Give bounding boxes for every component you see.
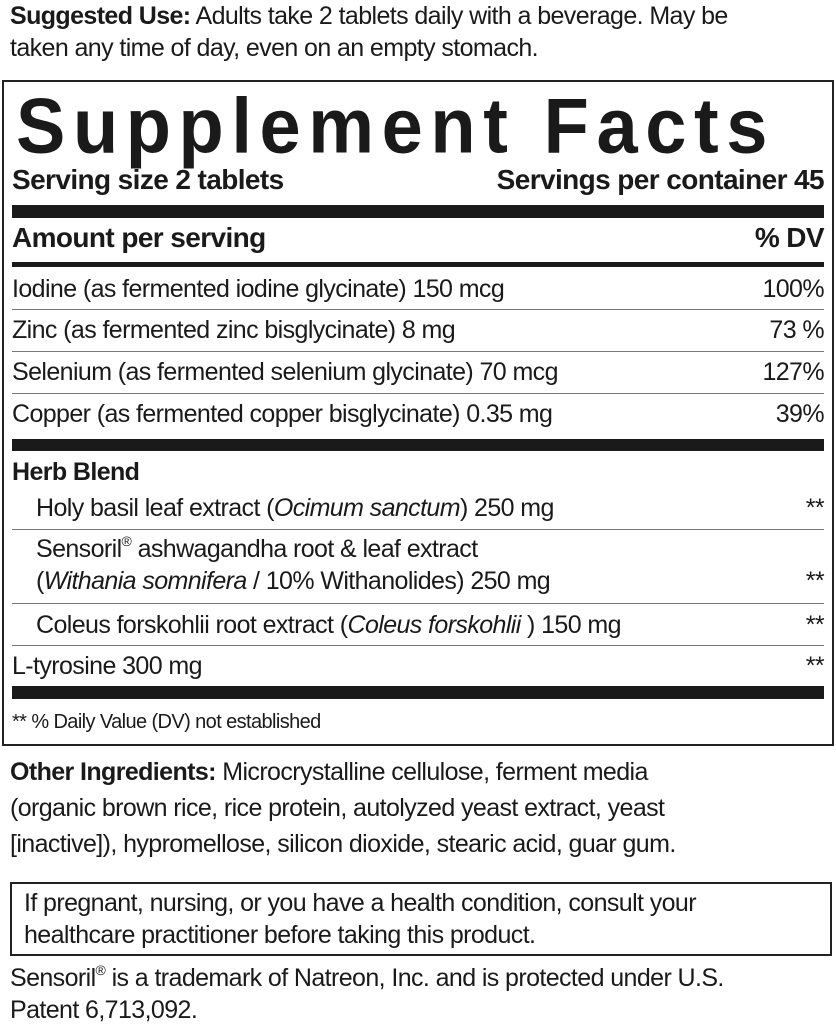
herb-row-cont: (Withania somnifera / 10% Withanolides) … — [12, 565, 825, 597]
text: is a trademark of Natreon, Inc. and is p… — [105, 964, 725, 992]
suggested-use-text: Adults take 2 tablets daily with a bever… — [190, 2, 728, 30]
herb-blend-heading: Herb Blend — [12, 456, 824, 488]
warning-text-2: healthcare practitioner before taking th… — [24, 921, 536, 949]
herb-dv: ** — [805, 611, 825, 639]
nutrient-row: Zinc (as fermented zinc bisglycinate) 8 … — [12, 314, 825, 346]
herb-blend-label: Herb Blend — [12, 458, 140, 486]
text: Holy basil leaf extract ( — [36, 494, 274, 522]
nutrient-dv: 39% — [775, 400, 825, 428]
divider-thick — [12, 686, 824, 699]
nutrient-row: Iodine (as fermented iodine glycinate) 1… — [12, 273, 825, 305]
herb-row: Sensoril® ashwagandha root & leaf extrac… — [12, 533, 824, 565]
divider — [12, 309, 824, 310]
suggested-use-text-2: taken any time of day, even on an empty … — [10, 34, 539, 62]
amount-header: Amount per serving — [12, 222, 266, 253]
latin-name: Ocimum sanctum — [273, 494, 461, 522]
text: ) 250 mg — [459, 494, 554, 522]
footnote-text: ** % Daily Value (DV) not established — [12, 711, 321, 733]
herb-name: (Withania somnifera / 10% Withanolides) … — [12, 565, 551, 597]
divider-medium — [12, 262, 824, 267]
herb-name: Sensoril® ashwagandha root & leaf extrac… — [12, 533, 478, 565]
text: Patent 6,713,092. — [10, 996, 198, 1024]
nutrient-row: Copper (as fermented copper bisglycinate… — [12, 398, 825, 430]
suggested-use-label: Suggested Use: — [10, 2, 191, 30]
herb-row: Holy basil leaf extract (Ocimum sanctum)… — [12, 492, 825, 524]
text: Sensoril — [36, 535, 122, 563]
footnote: ** % Daily Value (DV) not established — [12, 706, 824, 738]
text: Coleus forskohlii root extract ( — [36, 611, 348, 639]
header-row: Amount per serving % DV — [12, 222, 825, 254]
nutrient-name: Iodine (as fermented iodine glycinate) 1… — [12, 275, 505, 303]
panel-title: Supplement Facts — [16, 81, 775, 170]
divider — [12, 393, 824, 394]
ingredient-name: L-tyrosine 300 mg — [12, 652, 203, 680]
text: ) 150 mg — [520, 611, 621, 639]
servings-per-container: Servings per container 45 — [496, 164, 825, 195]
text: / 10% Withanolides) 250 mg — [246, 567, 551, 595]
herb-name: Holy basil leaf extract (Ocimum sanctum)… — [12, 492, 554, 524]
text: ashwagandha root & leaf extract — [131, 535, 479, 563]
suggested-use: Suggested Use: Adults take 2 tablets dai… — [10, 0, 830, 64]
text: Sensoril — [10, 964, 96, 992]
other-ingredients: Other Ingredients: Microcrystalline cell… — [10, 754, 676, 862]
text: [inactive]), hypromellose, silicon dioxi… — [10, 830, 676, 858]
divider — [12, 351, 824, 352]
nutrient-name: Copper (as fermented copper bisglycinate… — [12, 400, 553, 428]
registered-mark: ® — [95, 962, 106, 978]
latin-name: Coleus forskohlii — [347, 611, 521, 639]
divider — [12, 645, 824, 646]
divider — [12, 603, 824, 604]
herb-row: Coleus forskohlii root extract (Coleus f… — [12, 609, 825, 641]
nutrient-name: Zinc (as fermented zinc bisglycinate) 8 … — [12, 316, 456, 344]
herb-dv: ** — [805, 567, 825, 595]
herb-dv: ** — [805, 494, 825, 522]
text: Microcrystalline cellulose, ferment medi… — [215, 758, 648, 786]
latin-name: Withania somnifera — [43, 567, 248, 595]
divider-thick — [12, 439, 824, 451]
text: (organic brown rice, rice protein, autol… — [10, 794, 665, 822]
dv-header: % DV — [754, 222, 825, 253]
nutrient-dv: 100% — [762, 275, 824, 303]
other-ingredients-label: Other Ingredients: — [10, 758, 216, 786]
warning-box: If pregnant, nursing, or you have a heal… — [10, 882, 832, 956]
registered-mark: ® — [121, 533, 132, 549]
nutrient-dv: 73 % — [769, 316, 824, 344]
warning-text: If pregnant, nursing, or you have a heal… — [24, 889, 697, 917]
serving-size: Serving size 2 tablets — [12, 164, 284, 195]
divider-thick — [12, 205, 824, 218]
supplement-facts-panel: Supplement Facts Serving size 2 tablets … — [2, 80, 834, 746]
serving-row: Serving size 2 tablets Servings per cont… — [12, 164, 825, 196]
divider — [12, 529, 824, 530]
nutrient-dv: 127% — [762, 358, 824, 386]
trademark-notice: Sensoril® is a trademark of Natreon, Inc… — [10, 962, 724, 1026]
nutrient-row: Selenium (as fermented selenium glycinat… — [12, 356, 825, 388]
nutrient-name: Selenium (as fermented selenium glycinat… — [12, 358, 558, 386]
tyrosine-row: L-tyrosine 300 mg ** — [12, 650, 825, 682]
text: ( — [36, 567, 44, 595]
herb-name: Coleus forskohlii root extract (Coleus f… — [12, 609, 622, 641]
ingredient-dv: ** — [805, 652, 825, 680]
